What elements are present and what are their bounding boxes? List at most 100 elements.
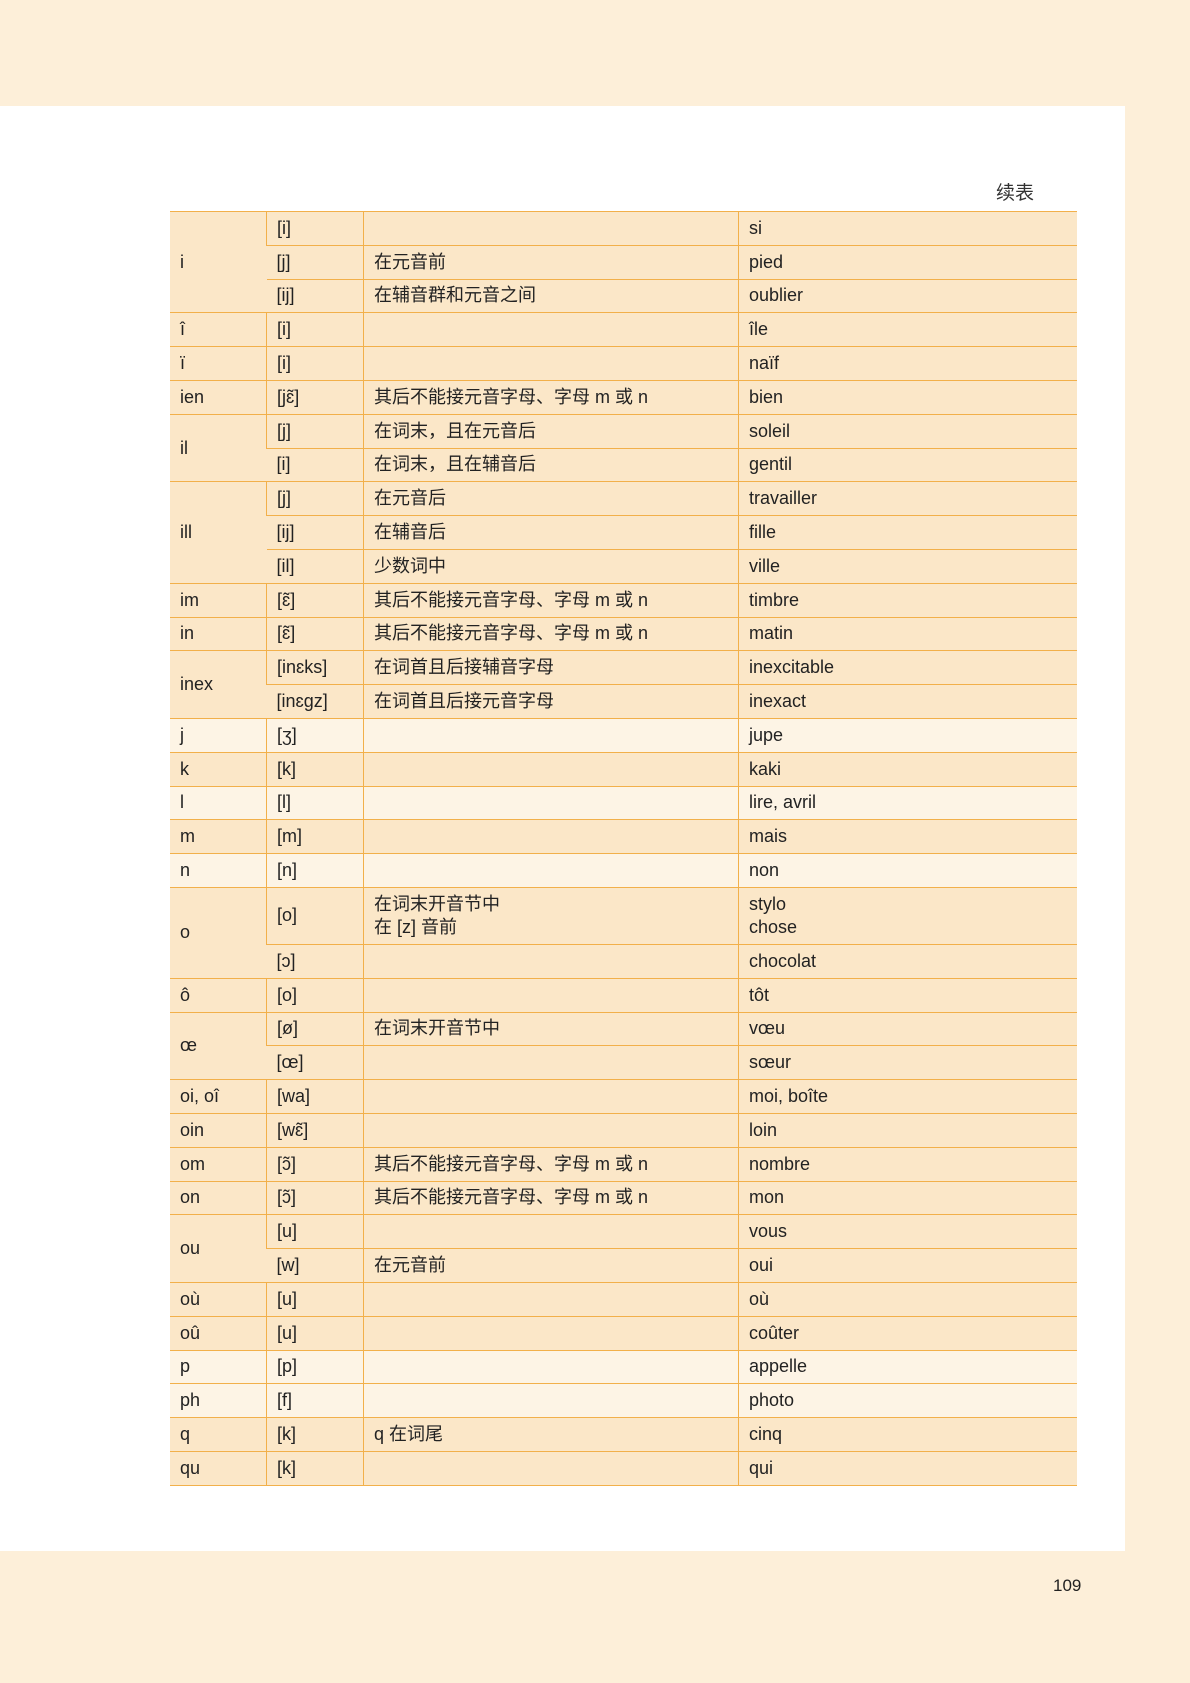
phoneme-cell: [n] <box>266 853 364 888</box>
example-cell: oui <box>738 1248 1077 1283</box>
table-row: oi, oî [wa] moi, boîte <box>170 1079 1077 1114</box>
condition-cell: 在词首且后接辅音字母 <box>363 650 739 686</box>
condition-cell <box>363 785 739 821</box>
table-row: [il] 少数词中 ville <box>170 548 1077 584</box>
condition-cell <box>363 853 739 888</box>
example-cell: où <box>738 1281 1077 1317</box>
example-cell: cinq <box>738 1417 1077 1452</box>
condition-cell <box>363 1214 739 1250</box>
condition-cell: 其后不能接元音字母、字母 m 或 n <box>363 379 739 415</box>
example-cell: si <box>738 211 1077 246</box>
table-row: k [k] kaki <box>170 751 1077 787</box>
letter-cell: p <box>170 1349 267 1385</box>
condition-cell <box>363 751 739 787</box>
phoneme-cell: [j] <box>266 244 364 280</box>
phoneme-cell: [il] <box>266 548 364 584</box>
phoneme-cell: [o] <box>266 977 364 1013</box>
table-row: [i] 在词末，且在辅音后 gentil <box>170 447 1077 483</box>
condition-cell <box>363 1349 739 1385</box>
example-cell: vœu <box>738 1011 1077 1047</box>
letter-cell: ou <box>170 1214 267 1283</box>
letter-cell: oû <box>170 1315 267 1351</box>
example-cell: inexact <box>738 684 1077 719</box>
example-cell: appelle <box>738 1349 1077 1385</box>
phoneme-cell: [ɔ̃] <box>266 1180 364 1216</box>
letter-cell: où <box>170 1281 267 1317</box>
table-row: il [j] 在词末，且在元音后 soleil <box>170 413 1077 483</box>
letter-cell: ï <box>170 346 267 381</box>
phoneme-cell: [i] <box>266 312 364 348</box>
table-row: [w] 在元音前 oui <box>170 1248 1077 1283</box>
table-row: [œ] sœur <box>170 1045 1077 1081</box>
condition-cell <box>363 346 739 381</box>
condition-cell <box>363 1450 739 1486</box>
example-cell: kaki <box>738 751 1077 787</box>
letter-cell: im <box>170 582 267 618</box>
letter-cell: o <box>170 886 267 979</box>
example-cell: sœur <box>738 1045 1077 1081</box>
phoneme-cell: [wɛ̃] <box>266 1112 364 1148</box>
example-cell: moi, boîte <box>738 1079 1077 1114</box>
letter-cell: ô <box>170 977 267 1013</box>
phoneme-cell: [j] <box>266 413 364 449</box>
table-row: [inɛgz] 在词首且后接元音字母 inexact <box>170 684 1077 719</box>
table-row: in [ɛ̃] 其后不能接元音字母、字母 m 或 n matin <box>170 616 1077 652</box>
phoneme-cell: [l] <box>266 785 364 821</box>
table-row: [ij] 在辅音后 fille <box>170 515 1077 550</box>
phoneme-cell: [inɛks] <box>266 650 364 686</box>
example-cell: matin <box>738 616 1077 652</box>
example-cell: bien <box>738 379 1077 415</box>
example-cell: fille <box>738 515 1077 550</box>
phoneme-cell: [wa] <box>266 1079 364 1114</box>
letter-cell: n <box>170 853 267 888</box>
table-row: om [ɔ̃] 其后不能接元音字母、字母 m 或 n nombre <box>170 1146 1077 1182</box>
letter-cell: qu <box>170 1450 267 1486</box>
example-cell: vous <box>738 1214 1077 1250</box>
condition-cell: 其后不能接元音字母、字母 m 或 n <box>363 582 739 618</box>
condition-cell <box>363 819 739 855</box>
letter-cell: oi, oî <box>170 1079 267 1114</box>
example-cell: timbre <box>738 582 1077 618</box>
condition-cell: 在辅音群和元音之间 <box>363 278 739 314</box>
phoneme-cell: [f] <box>266 1383 364 1419</box>
phoneme-cell: [u] <box>266 1214 364 1250</box>
phoneme-cell: [ɔ̃] <box>266 1146 364 1182</box>
phoneme-cell: [ij] <box>266 278 364 314</box>
example-cell: mais <box>738 819 1077 855</box>
pronunciation-table: i [i] si [j] 在元音前 pied [ij] 在辅音群和元音之间 oublier î [i… <box>170 210 1077 1486</box>
example-cell: non <box>738 853 1077 888</box>
letter-cell: ph <box>170 1383 267 1419</box>
condition-cell: 在词首且后接元音字母 <box>363 684 739 719</box>
phoneme-cell: [ʒ] <box>266 717 364 753</box>
condition-cell <box>363 1045 739 1081</box>
example-cell: lire, avril <box>738 785 1077 821</box>
example-cell: tôt <box>738 977 1077 1013</box>
phoneme-cell: [k] <box>266 1450 364 1486</box>
table-row: l [l] lire, avril <box>170 785 1077 821</box>
example-cell: pied <box>738 244 1077 280</box>
condition-cell: q 在词尾 <box>363 1417 739 1452</box>
letter-cell: on <box>170 1180 267 1216</box>
table-row: où [u] où <box>170 1281 1077 1317</box>
table-row: ill [j] 在元音后 travailler <box>170 481 1077 584</box>
example-cell: coûter <box>738 1315 1077 1351</box>
table-row: ô [o] tôt <box>170 977 1077 1013</box>
example-cell: mon <box>738 1180 1077 1216</box>
condition-cell: 在词末，且在元音后 <box>363 413 739 449</box>
phoneme-cell: [o] <box>266 886 364 945</box>
table-row: im [ɛ̃] 其后不能接元音字母、字母 m 或 n timbre <box>170 582 1077 618</box>
example-cell: travailler <box>738 481 1077 517</box>
phoneme-cell: [inɛgz] <box>266 684 364 719</box>
condition-cell: 其后不能接元音字母、字母 m 或 n <box>363 616 739 652</box>
example-cell: nombre <box>738 1146 1077 1182</box>
example-cell: chocolat <box>738 943 1077 979</box>
condition-cell <box>363 717 739 753</box>
example-cell: jupe <box>738 717 1077 753</box>
table-row: [j] 在元音前 pied <box>170 244 1077 280</box>
condition-cell: 在辅音后 <box>363 515 739 550</box>
phoneme-cell: [ø] <box>266 1011 364 1047</box>
condition-cell <box>363 1079 739 1114</box>
condition-cell: 在词末开音节中 <box>363 1011 739 1047</box>
example-cell: qui <box>738 1450 1077 1486</box>
table-row: q [k] q 在词尾 cinq <box>170 1417 1077 1452</box>
